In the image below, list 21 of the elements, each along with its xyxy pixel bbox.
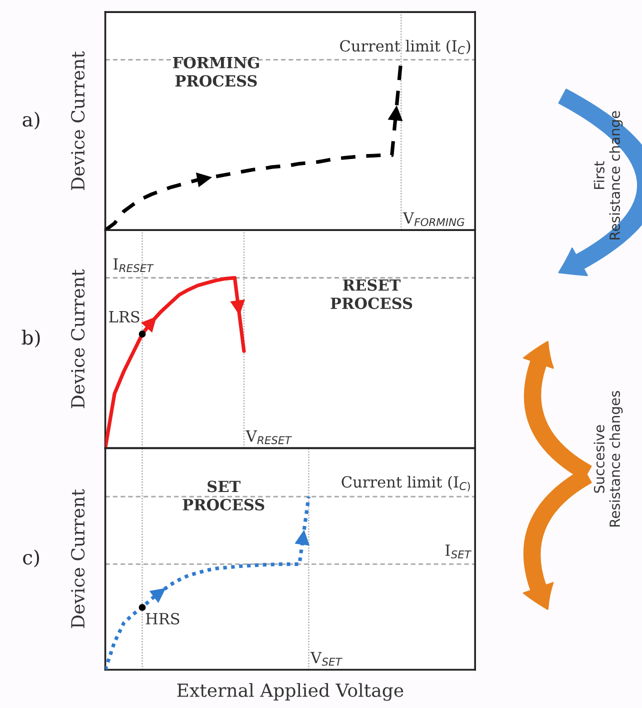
text: Succesive Resistance changes — [594, 390, 623, 527]
annotation: SET PROCESS — [182, 480, 264, 510]
y-axis-title: Device Current — [70, 489, 85, 628]
ref-line-label: Current limit (I$_{C}$) — [340, 40, 470, 54]
annotation: RESET PROCESS — [330, 279, 412, 310]
annotation: V$_{FORMING}$ — [402, 212, 464, 226]
annotation: HRS — [146, 612, 180, 624]
ref-line-label: Current limit (I$_{C)}$ — [342, 476, 470, 492]
y-axis-title: Device Current — [70, 269, 85, 408]
y-axis-title: Device Current — [70, 51, 85, 190]
annotation: V$_{RESET}$ — [246, 430, 292, 444]
ref-line-label: I$_{SET}$ — [445, 544, 472, 558]
text: First Resistance change — [594, 111, 623, 240]
ref-line-label: I$_{RESET}$ — [114, 258, 154, 272]
annotation: FORMING PROCESS — [172, 56, 259, 87]
annotation: LRS — [109, 310, 140, 323]
text: a) — [22, 112, 40, 130]
text: b) — [22, 330, 40, 348]
x-axis-title: External Applied Voltage — [177, 683, 404, 701]
text: c) — [23, 550, 40, 568]
annotation: V$_{SET}$ — [310, 652, 342, 666]
